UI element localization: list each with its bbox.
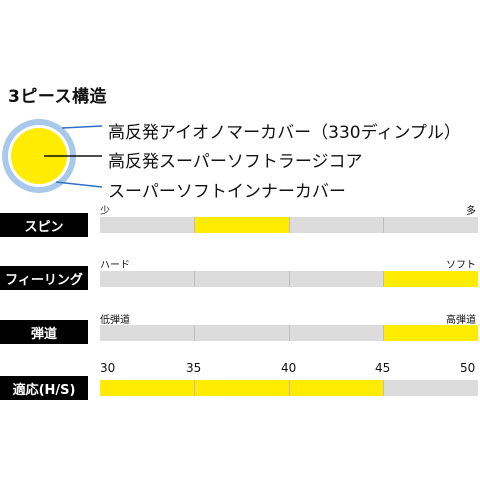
head-speed-bar [100,380,478,396]
layer-label-cover: 高反発アイオノマーカバー（330ディンプル） [108,123,461,143]
section-title: 3ピース構造 [8,87,107,107]
leader-line-cover [61,125,103,129]
trajectory-label: 弾道 [0,320,88,344]
trajectory-bar [100,325,478,341]
feeling-label: フィーリング [0,266,88,290]
trajectory-max-label: 高弾道 [446,315,476,326]
leader-line-inner [55,181,103,188]
layer-label-core: 高反発スーパーソフトラージコア [108,152,363,172]
hs-scale-30: 30 [100,361,116,375]
head-speed-label: 適応(H/S) [0,376,88,400]
ball-core [11,128,67,184]
spin-label: スピン [0,213,88,237]
feeling-bar-fill [383,271,478,287]
feeling-min-label: ハード [100,260,130,271]
trajectory-bar-fill [383,325,478,341]
ball-structure-diagram [2,119,103,193]
spin-min-label: 少 [100,206,110,217]
hs-scale-35: 35 [186,361,202,375]
hs-scale-45: 45 [375,361,391,375]
feeling-max-label: ソフト [446,260,476,271]
trajectory-min-label: 低弾道 [100,315,130,326]
spin-bar-fill [194,217,289,233]
layer-label-inner-cover: スーパーソフトインナーカバー [108,182,346,202]
head-speed-bar-fill [100,380,384,396]
spin-bar [100,217,478,233]
spin-max-label: 多 [466,206,476,217]
feeling-bar [100,271,478,287]
hs-scale-40: 40 [281,361,297,375]
hs-scale-50: 50 [460,361,476,375]
